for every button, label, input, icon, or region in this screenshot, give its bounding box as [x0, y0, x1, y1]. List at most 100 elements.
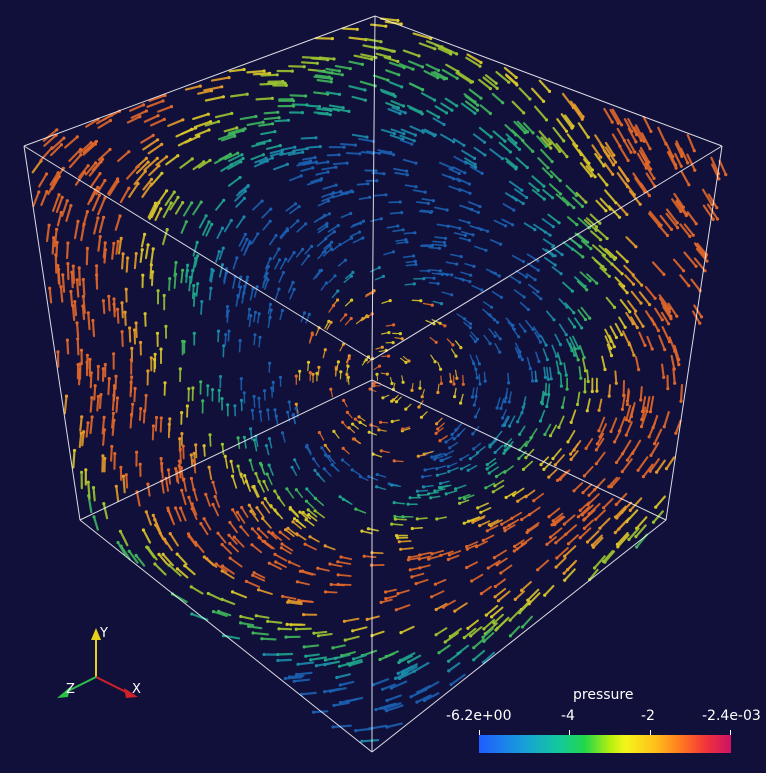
- vector-glyph: [348, 60, 364, 66]
- vector-glyph-head: [545, 358, 550, 362]
- vector-glyph: [252, 631, 269, 636]
- vector-glyph-head: [590, 543, 595, 547]
- vector-glyph-head: [345, 161, 349, 165]
- vector-glyph: [595, 451, 606, 465]
- vector-glyph: [561, 396, 566, 409]
- vector-glyph-head: [238, 175, 242, 180]
- vector-glyph: [117, 150, 130, 162]
- vector-glyph: [598, 398, 603, 412]
- vector-glyph: [354, 727, 374, 732]
- vector-glyph: [621, 458, 633, 473]
- vector-glyph: [425, 63, 440, 72]
- vector-glyph-head: [407, 359, 411, 363]
- vector-glyph-head: [455, 52, 459, 56]
- vector-glyph-head: [408, 496, 412, 500]
- vector-glyph: [407, 557, 421, 561]
- vector-glyph: [215, 199, 225, 211]
- vector-glyph: [642, 463, 654, 478]
- box-edge: [23, 145, 373, 361]
- vector-glyph: [499, 564, 513, 574]
- vector-glyph-head: [160, 142, 164, 146]
- vector-glyph: [274, 259, 281, 270]
- vector-glyph-head: [304, 222, 308, 226]
- vector-glyph-head: [694, 222, 698, 226]
- vector-glyph-head: [59, 210, 63, 215]
- vector-glyph: [601, 254, 614, 266]
- vector-glyph-head: [243, 284, 247, 288]
- vector-glyph-head: [217, 609, 221, 614]
- vector-glyph-head: [414, 262, 418, 267]
- vector-glyph: [430, 71, 446, 81]
- vector-glyph-head: [447, 669, 451, 673]
- vector-glyph-head: [311, 166, 315, 170]
- vector-glyph-head: [642, 139, 646, 143]
- vector-glyph: [552, 448, 562, 460]
- vector-glyph-head: [120, 301, 124, 305]
- vector-glyph-head: [302, 311, 307, 315]
- vector-glyph: [231, 508, 241, 522]
- vector-glyph: [402, 255, 415, 259]
- vector-glyph: [269, 149, 284, 155]
- vector-glyph: [159, 532, 168, 545]
- vector-glyph: [119, 187, 130, 204]
- vector-glyph-head: [304, 518, 308, 522]
- vector-glyph: [116, 308, 120, 324]
- vector-glyph-head: [475, 108, 480, 112]
- vector-glyph: [387, 108, 402, 115]
- vector-glyph-head: [206, 112, 210, 116]
- vector-glyph-head: [202, 517, 206, 521]
- vector-glyph-head: [160, 462, 164, 466]
- vector-glyph-head: [73, 300, 77, 304]
- vector-glyph: [415, 578, 429, 585]
- vector-glyph-head: [342, 145, 346, 149]
- vector-glyph: [332, 701, 350, 707]
- vector-glyph: [40, 190, 48, 206]
- vector-glyph: [649, 458, 660, 473]
- vector-glyph-head: [332, 429, 336, 433]
- vector-glyph: [555, 556, 567, 569]
- vector-glyph: [671, 198, 682, 213]
- vector-glyph-head: [208, 158, 212, 162]
- vector-glyph: [325, 230, 336, 239]
- vector-glyph-head: [177, 464, 181, 468]
- vector-glyph: [54, 253, 58, 274]
- vector-glyph: [573, 103, 585, 118]
- vector-glyph: [585, 165, 597, 178]
- vector-glyph: [549, 424, 558, 437]
- vector-glyph: [482, 632, 495, 643]
- vector-glyph-head: [254, 614, 258, 618]
- vector-glyph-head: [358, 420, 362, 424]
- vector-glyph: [554, 333, 562, 346]
- vector-glyph: [218, 263, 224, 278]
- vector-glyph: [591, 534, 603, 547]
- vector-glyph: [667, 302, 678, 318]
- vector-glyph-head: [363, 88, 367, 92]
- vector-glyph-head: [209, 286, 213, 290]
- vector-glyph-head: [557, 221, 561, 225]
- vector-glyph-head: [583, 517, 587, 521]
- vector-glyph-head: [110, 444, 114, 449]
- vector-glyph: [115, 396, 119, 413]
- vector-glyph-head: [332, 57, 336, 61]
- vector-glyph-head: [640, 283, 644, 287]
- vector-glyph: [237, 437, 241, 450]
- vector-glyph-head: [546, 377, 550, 381]
- vector-glyph-head: [393, 514, 397, 519]
- vector-glyph: [489, 239, 502, 246]
- vector-glyph: [274, 119, 290, 123]
- vector-glyph: [448, 467, 459, 473]
- vector-glyph: [710, 156, 720, 175]
- vector-glyph: [618, 282, 629, 294]
- vector-glyph: [585, 217, 598, 228]
- vector-glyph: [465, 541, 479, 548]
- vector-glyph-head: [595, 442, 600, 446]
- vector-glyph: [174, 467, 179, 483]
- vector-glyph-head: [516, 499, 520, 503]
- vector-glyph-head: [345, 410, 349, 414]
- vector-glyph-head: [625, 458, 630, 462]
- vector-glyph: [296, 580, 310, 586]
- vector-glyph-head: [339, 189, 343, 194]
- vector-glyph-head: [236, 151, 240, 155]
- vector-glyph: [93, 216, 100, 235]
